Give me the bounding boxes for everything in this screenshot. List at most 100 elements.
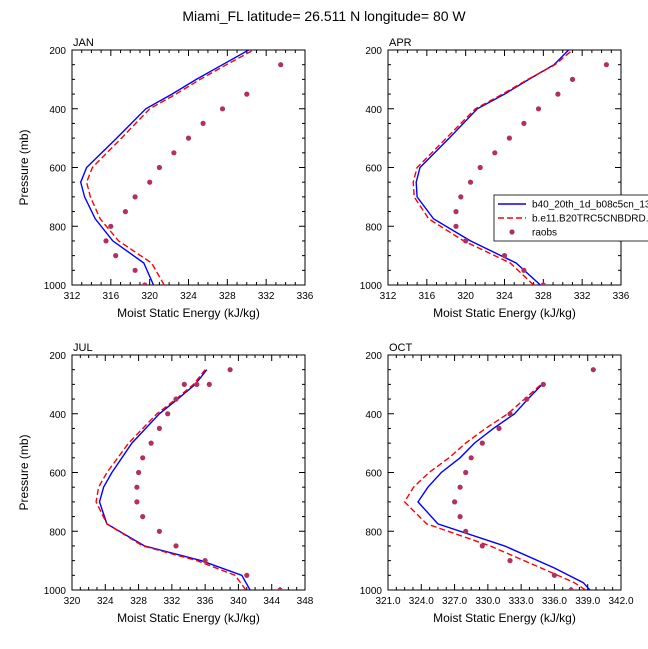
raobs-point (457, 484, 463, 490)
raobs-point (507, 411, 513, 417)
raobs-point (194, 381, 200, 387)
y-tick-label: 800 (365, 527, 382, 538)
series-line-b40 (98, 369, 251, 590)
x-tick-label: 336 (197, 596, 214, 607)
y-tick-label: 1000 (360, 281, 383, 292)
raobs-point (467, 179, 474, 185)
x-tick-label: 327.0 (442, 596, 467, 607)
raobs-point (244, 572, 250, 578)
x-tick-label: 336 (613, 291, 630, 302)
y-tick-label: 600 (49, 164, 66, 175)
raobs-point (122, 209, 128, 215)
x-tick-label: 339.0 (575, 596, 600, 607)
legend-entry-label: raobs (532, 228, 557, 239)
y-tick-label: 400 (365, 105, 382, 116)
raobs-point (148, 440, 154, 446)
x-tick-label: 348 (297, 596, 314, 607)
raobs-point (134, 499, 140, 505)
x-tick-label: 324 (496, 291, 513, 302)
raobs-point (463, 469, 469, 476)
series-line-b40 (79, 50, 250, 285)
series-line-be11 (95, 369, 247, 590)
raobs-point (147, 179, 153, 185)
raobs-point (202, 558, 208, 564)
series-line-b40 (415, 50, 570, 285)
series-line-b40 (417, 383, 591, 590)
plot-area (403, 367, 596, 590)
raobs-point (477, 164, 483, 171)
raobs-point (479, 543, 485, 549)
raobs-point (200, 120, 206, 126)
y-tick-label: 200 (49, 351, 66, 362)
x-axis-label: Moist Static Energy (kJ/kg) (117, 306, 260, 320)
x-tick-label: 320 (141, 291, 158, 302)
series-line-be11 (85, 50, 254, 285)
y-axis-label: Pressure (mb) (17, 129, 31, 205)
raobs-point (535, 106, 542, 112)
plot-frame (387, 354, 622, 591)
raobs-point (227, 367, 233, 373)
y-tick-label: 600 (365, 469, 382, 480)
y-tick-label: 1000 (360, 586, 383, 597)
raobs-point (132, 194, 138, 200)
raobs-point (569, 76, 576, 82)
raobs-point (463, 238, 469, 244)
y-tick-label: 200 (365, 351, 382, 362)
y-axis-label: Pressure (mb) (17, 434, 31, 510)
raobs-point (551, 572, 558, 578)
panel-oct: OCT 321.0 324.0 327.0 330.0 333.0 336.0 339.0 34… (360, 342, 634, 625)
raobs-point (590, 367, 596, 373)
raobs-point (219, 106, 226, 112)
x-tick-label: 333.0 (509, 596, 534, 607)
series-line-be11 (403, 383, 586, 590)
raobs-point (244, 91, 250, 97)
raobs-point (181, 381, 187, 387)
panel-jul: JUL 320 324 328 332 336 340 344 348 200 400 600 800 1… (17, 342, 314, 625)
x-tick-label: 332 (258, 291, 275, 302)
x-tick-label: 316 (102, 291, 119, 302)
y-tick-label: 1000 (44, 586, 67, 597)
y-tick-label: 400 (49, 410, 66, 421)
raobs-point (156, 164, 162, 171)
x-tick-label: 328 (219, 291, 236, 302)
x-tick-label: 328 (535, 291, 552, 302)
raobs-point (457, 514, 463, 520)
raobs-point (468, 455, 474, 461)
raobs-point (171, 150, 177, 156)
legend-entry-label: b40_20th_1d_b08c5cn_138j (532, 200, 648, 211)
raobs-point (103, 238, 109, 244)
panel-apr: APR 312 316 320 324 328 332 336 200 400 600 800 1000… (360, 37, 630, 320)
raobs-point (206, 381, 212, 387)
panel-label: OCT (389, 342, 413, 354)
raobs-point (142, 282, 148, 285)
raobs-point (140, 514, 146, 520)
raobs-point (496, 425, 502, 431)
panels: JAN 312 316 320 324 328 332 336 200 400 600 800 1000… (17, 37, 634, 625)
legend-marker-raobs (509, 229, 515, 235)
x-tick-label: 344 (263, 596, 280, 607)
raobs-point (479, 440, 485, 446)
raobs-point (156, 528, 162, 534)
raobs-point (140, 455, 146, 461)
x-tick-label: 324 (97, 596, 114, 607)
raobs-point (452, 499, 458, 505)
x-axis-label: Moist Static Energy (kJ/kg) (433, 306, 576, 320)
plot-frame (387, 49, 622, 286)
x-axis-label: Moist Static Energy (kJ/kg) (117, 611, 260, 625)
raobs-point (108, 223, 114, 229)
y-tick-label: 200 (365, 46, 382, 57)
x-tick-label: 336.0 (542, 596, 567, 607)
raobs-point (453, 223, 459, 229)
y-tick-label: 600 (365, 164, 382, 175)
y-tick-label: 200 (49, 46, 66, 57)
legend-entry-label: b.e11.B20TRC5CNBDRD.f09_g16.001 (532, 214, 648, 225)
raobs-point (521, 267, 527, 273)
raobs-point (555, 91, 561, 97)
legend: b40_20th_1d_b08c5cn_138j b.e11.B20TRC5CNB… (493, 194, 648, 242)
x-tick-label: 316 (418, 291, 435, 302)
raobs-point (134, 484, 140, 490)
raobs-point (173, 396, 179, 402)
raobs-point (458, 194, 464, 200)
raobs-point (185, 135, 192, 141)
